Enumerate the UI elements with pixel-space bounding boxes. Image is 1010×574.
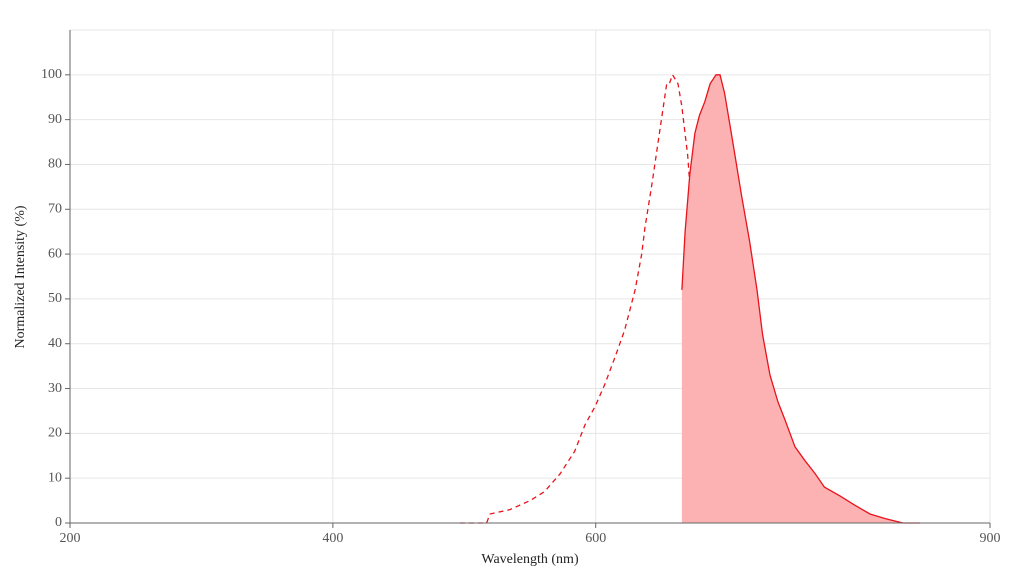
line [681,74,920,524]
area [681,74,920,524]
y-tick-label: 70 [48,201,62,216]
y-tick-label: 0 [55,515,62,530]
y-tick-label: 80 [48,157,62,172]
x-axis-label: Wavelength (nm) [481,552,579,567]
line [459,73,699,524]
x-tick-label: 400 [322,531,343,546]
y-tick-label: 10 [48,470,62,485]
y-axis-label: Normalized Intensity (%) [13,205,28,348]
y-tick-label: 60 [48,246,62,261]
y-tick-label: 40 [48,336,62,351]
x-tick-label: 200 [60,531,81,546]
y-tick-label: 20 [48,426,62,441]
y-tick-label: 50 [48,291,62,306]
y-tick-label: 30 [48,381,62,396]
y-tick-label: 100 [41,67,62,82]
x-tick-label: 600 [585,531,606,546]
y-tick-label: 90 [48,112,62,127]
x-tick-label: 900 [980,531,1001,546]
